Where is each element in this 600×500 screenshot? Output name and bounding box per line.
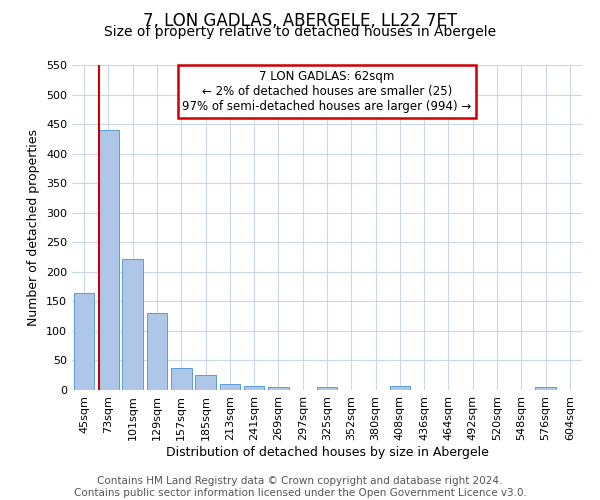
- Bar: [535, 387, 556, 390]
- Text: 7, LON GADLAS, ABERGELE, LL22 7ET: 7, LON GADLAS, ABERGELE, LL22 7ET: [143, 12, 457, 30]
- X-axis label: Distribution of detached houses by size in Abergele: Distribution of detached houses by size …: [166, 446, 488, 458]
- Text: Size of property relative to detached houses in Abergele: Size of property relative to detached ho…: [104, 25, 496, 39]
- Text: Contains HM Land Registry data © Crown copyright and database right 2024.
Contai: Contains HM Land Registry data © Crown c…: [74, 476, 526, 498]
- Bar: [195, 375, 216, 390]
- Bar: [98, 130, 119, 390]
- Text: 7 LON GADLAS: 62sqm
← 2% of detached houses are smaller (25)
97% of semi-detache: 7 LON GADLAS: 62sqm ← 2% of detached hou…: [182, 70, 472, 113]
- Bar: [171, 368, 191, 390]
- Bar: [268, 387, 289, 390]
- Bar: [122, 259, 143, 390]
- Bar: [146, 313, 167, 390]
- Y-axis label: Number of detached properties: Number of detached properties: [28, 129, 40, 326]
- Bar: [74, 292, 94, 390]
- Bar: [220, 384, 240, 390]
- Bar: [317, 387, 337, 390]
- Bar: [244, 386, 265, 390]
- Bar: [389, 386, 410, 390]
